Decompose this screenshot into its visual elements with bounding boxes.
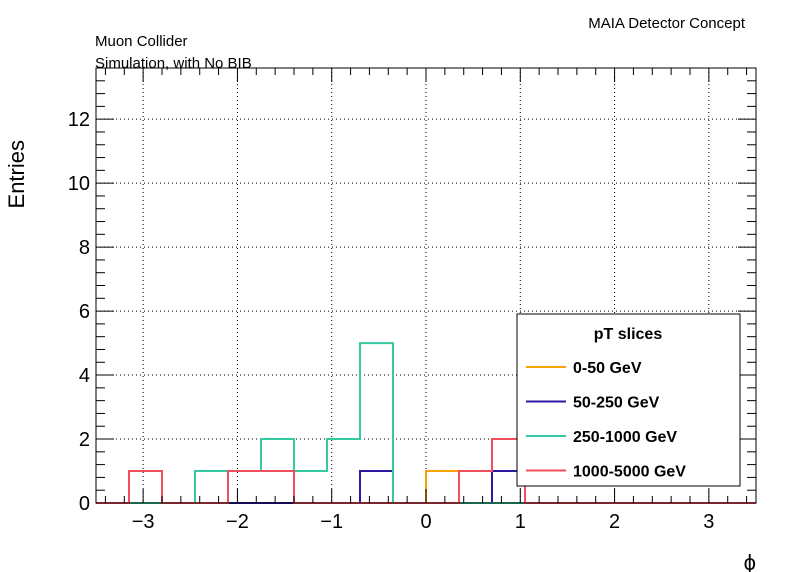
x-tick-label: −3 (132, 511, 155, 533)
x-tick-label: 2 (609, 511, 620, 533)
y-tick-label: 8 (79, 237, 90, 259)
x-tick-label: −2 (226, 511, 249, 533)
y-tick-label: 10 (68, 173, 90, 195)
axis-ticks (96, 68, 756, 504)
annotation-line-2: Simulation, with No BIB (95, 55, 252, 72)
y-tick-label: 2 (79, 429, 90, 451)
x-tick-label: 1 (515, 511, 526, 533)
x-tick-label: −1 (320, 511, 343, 533)
annotation-line-1: Muon Collider (95, 33, 188, 50)
y-axis-label: Entries (4, 140, 29, 208)
legend-title: pT slices (594, 326, 663, 343)
y-tick-label: 4 (79, 365, 90, 387)
legend-label-250-1000-gev: 250-1000 GeV (573, 429, 677, 446)
legend-box (516, 313, 741, 487)
legend-label-0-50-gev: 0-50 GeV (573, 360, 642, 377)
y-tick-label: 6 (79, 301, 90, 323)
y-tick-label: 12 (68, 109, 90, 131)
x-tick-label: 3 (703, 511, 714, 533)
x-axis-label: ϕ (744, 550, 756, 572)
grid (96, 68, 756, 504)
x-tick-label: 0 (420, 511, 431, 533)
legend: pT slices 0-50 GeV 50-250 GeV 250-1000 GeV… (516, 313, 741, 487)
legend-items: 0-50 GeV 50-250 GeV 250-1000 GeV 1000-5000 … (526, 360, 686, 481)
legend-label-1000-5000-gev: 1000-5000 GeV (573, 464, 686, 481)
y-tick-label: 0 (79, 493, 90, 515)
legend-label-50-250-gev: 50-250 GeV (573, 395, 660, 412)
experiment-label: MAIA Detector Concept (588, 15, 746, 32)
